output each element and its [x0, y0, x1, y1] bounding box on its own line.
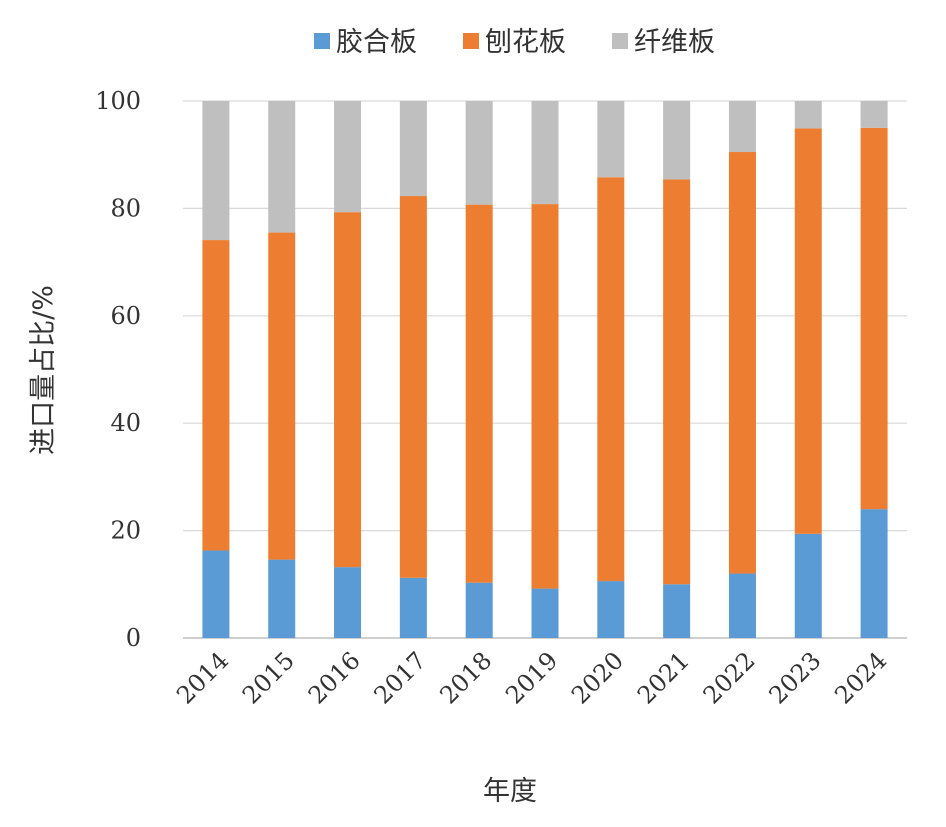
bars — [202, 101, 888, 638]
bar-2014-series-0 — [202, 550, 230, 638]
bar-2016-series-2 — [334, 101, 362, 213]
y-tick-100: 100 — [95, 87, 141, 115]
bar-2022-series-2 — [728, 101, 756, 153]
x-tick-2024: 2024 — [829, 646, 892, 709]
x-tick-2023: 2023 — [764, 646, 827, 709]
bar-2021-series-1 — [663, 179, 691, 585]
legend-swatch-0 — [314, 33, 330, 49]
y-axis-title: 进口量占比/% — [28, 285, 59, 455]
bar-2024-series-2 — [860, 101, 888, 128]
x-tick-2019: 2019 — [500, 646, 563, 709]
bar-2024-series-0 — [860, 509, 888, 638]
y-tick-80: 80 — [110, 194, 141, 222]
bar-2016-series-1 — [334, 212, 362, 568]
x-tick-2022: 2022 — [698, 646, 761, 709]
bar-2018-series-0 — [465, 582, 493, 638]
legend-swatch-2 — [612, 33, 628, 49]
bar-2022-series-0 — [728, 573, 756, 638]
bar-2021-series-2 — [663, 101, 691, 180]
bar-2018-series-2 — [465, 101, 493, 205]
y-tick-labels: 0 20 40 60 80 100 — [95, 87, 141, 652]
bar-2017-series-2 — [399, 101, 427, 197]
bar-2015-series-1 — [268, 232, 296, 560]
bar-2014-series-2 — [202, 101, 230, 241]
x-tick-2017: 2017 — [369, 646, 432, 709]
y-tick-20: 20 — [110, 517, 141, 545]
bar-2014-series-1 — [202, 240, 230, 551]
bar-2020-series-1 — [597, 177, 625, 582]
bar-2024-series-1 — [860, 127, 888, 510]
x-tick-2014: 2014 — [171, 646, 234, 709]
bar-2022-series-1 — [728, 152, 756, 574]
x-tick-labels: 2014 2015 2016 2017 2018 2019 2020 2021 2022 2023… — [171, 646, 892, 709]
legend: 胶合板 刨花板 纤维板 — [314, 27, 715, 58]
bar-2015-series-0 — [268, 559, 296, 638]
bar-2017-series-1 — [399, 196, 427, 578]
legend-label-2: 纤维板 — [634, 27, 715, 58]
bar-2020-series-0 — [597, 581, 625, 638]
bar-2023-series-2 — [794, 101, 822, 129]
bar-2021-series-0 — [663, 584, 691, 638]
bar-2019-series-0 — [531, 588, 559, 638]
bar-2016-series-0 — [334, 567, 362, 638]
bar-2020-series-2 — [597, 101, 625, 178]
x-tick-2015: 2015 — [237, 646, 300, 709]
y-tick-0: 0 — [126, 624, 141, 652]
bar-2019-series-2 — [531, 101, 559, 205]
bar-2023-series-0 — [794, 533, 822, 638]
bar-2023-series-1 — [794, 128, 822, 534]
legend-label-0: 胶合板 — [336, 27, 417, 58]
x-tick-2018: 2018 — [434, 646, 497, 709]
x-tick-2020: 2020 — [566, 646, 629, 709]
x-tick-2016: 2016 — [303, 646, 366, 709]
y-tick-40: 40 — [110, 409, 141, 437]
legend-swatch-1 — [463, 33, 479, 49]
x-tick-2021: 2021 — [632, 646, 695, 709]
bar-2018-series-1 — [465, 204, 493, 583]
bar-2015-series-2 — [268, 101, 296, 233]
legend-label-1: 刨花板 — [485, 27, 566, 58]
y-tick-60: 60 — [110, 302, 141, 330]
x-axis-title: 年度 — [483, 776, 537, 807]
bar-2019-series-1 — [531, 204, 559, 589]
bar-2017-series-0 — [399, 577, 427, 638]
